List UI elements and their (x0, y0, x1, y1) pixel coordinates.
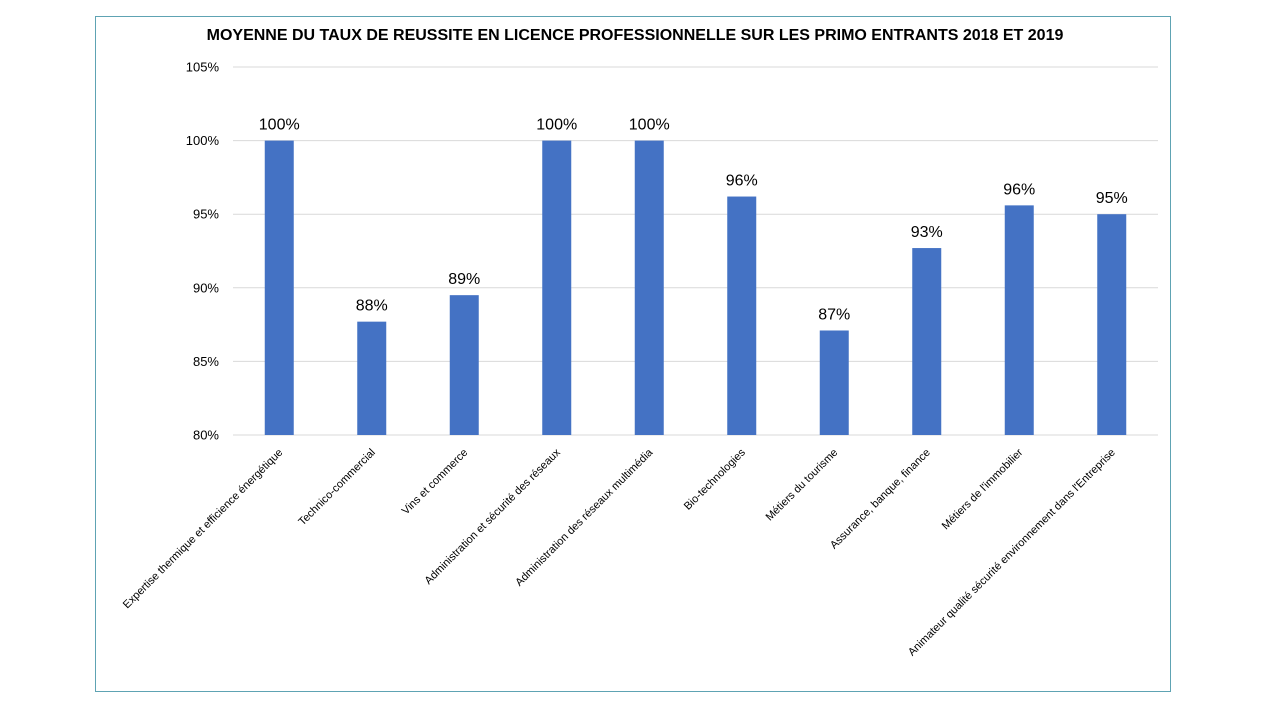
x-axis-ticks: Expertise thermique et efficience énergé… (121, 446, 1118, 659)
data-label: 87% (818, 306, 850, 323)
x-tick-label: Métiers du tourisme (764, 447, 841, 524)
data-label: 89% (448, 271, 480, 288)
bar (727, 196, 757, 435)
data-label: 88% (356, 298, 388, 315)
gridlines (233, 66, 1158, 436)
data-label: 100% (536, 117, 577, 134)
x-tick-label: Assurance, banque, finance (828, 447, 933, 552)
y-tick-label: 90% (193, 280, 219, 295)
y-tick-label: 95% (193, 207, 219, 222)
data-label: 93% (911, 224, 943, 241)
y-tick-label: 100% (186, 133, 220, 148)
bar (357, 321, 387, 435)
y-axis-ticks: 80% 85% 90% 95% 100% 105% (186, 60, 220, 443)
bar (912, 248, 942, 435)
bar (542, 140, 572, 435)
x-tick-label: Animateur qualité sécurité environnement… (906, 447, 1118, 659)
y-tick-label: 105% (186, 60, 220, 75)
bar (819, 330, 849, 435)
data-label: 95% (1096, 190, 1128, 207)
data-label: 96% (1003, 181, 1035, 198)
data-labels: 100% 88% 89% 100% 100% 96% 87% 93% 96% 95% (259, 117, 1128, 324)
bar (449, 295, 479, 435)
bar (1004, 205, 1034, 435)
x-tick-label: Expertise thermique et efficience énergé… (121, 447, 285, 611)
data-label: 96% (726, 173, 758, 190)
x-tick-label: Métiers de l'immobilier (940, 446, 1026, 532)
data-label: 100% (259, 117, 300, 134)
bar (634, 140, 664, 435)
bar (264, 140, 294, 435)
chart-title: MOYENNE DU TAUX DE REUSSITE EN LICENCE P… (206, 27, 1064, 44)
x-tick-label: Technico-commercial (296, 447, 378, 529)
x-tick-label: Bio-technologies (682, 446, 748, 512)
x-tick-label: Vins et commerce (400, 447, 471, 518)
bars (264, 140, 1127, 435)
y-tick-label: 80% (193, 428, 219, 443)
bar (1097, 214, 1127, 435)
y-tick-label: 85% (193, 354, 219, 369)
data-label: 100% (629, 117, 670, 134)
